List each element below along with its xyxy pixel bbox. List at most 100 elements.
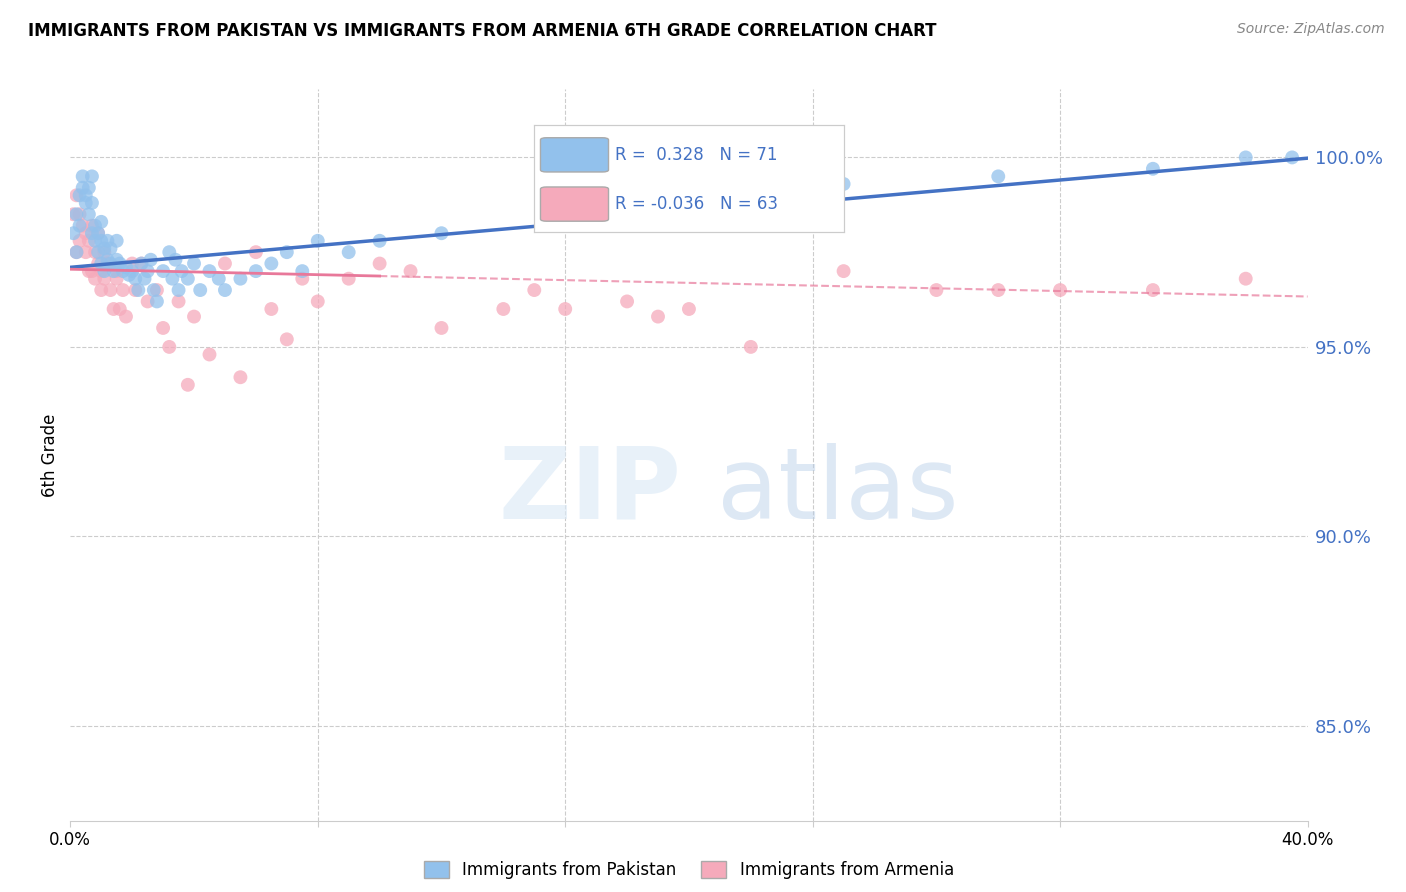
Text: Source: ZipAtlas.com: Source: ZipAtlas.com [1237, 22, 1385, 37]
Point [77, 207, 100, 221]
Point [142, 283, 165, 297]
Point [75, 226, 97, 240]
Point [337, 271, 360, 285]
Point [96, 252, 118, 267]
Point [118, 268, 141, 282]
Point [167, 283, 190, 297]
Point [103, 301, 125, 316]
Point [121, 264, 143, 278]
Point [111, 264, 134, 278]
Point [368, 256, 391, 270]
Point [276, 332, 298, 346]
Point [170, 264, 193, 278]
Point [291, 271, 314, 285]
Point [108, 256, 131, 270]
Point [1142, 283, 1164, 297]
Point [146, 283, 169, 297]
Point [90, 264, 112, 278]
Point [1234, 150, 1257, 164]
Point [177, 271, 200, 285]
Point [134, 271, 156, 285]
Point [214, 256, 236, 270]
Point [127, 283, 149, 297]
Point [80, 264, 103, 278]
Point [167, 294, 190, 309]
Point [65, 245, 87, 260]
Point [93, 245, 115, 260]
Point [198, 264, 221, 278]
Point [90, 234, 112, 248]
Point [65, 245, 87, 260]
Point [105, 234, 128, 248]
Text: IMMIGRANTS FROM PAKISTAN VS IMMIGRANTS FROM ARMENIA 6TH GRADE CORRELATION CHART: IMMIGRANTS FROM PAKISTAN VS IMMIGRANTS F… [28, 22, 936, 40]
Point [87, 226, 110, 240]
Point [337, 245, 360, 260]
Point [139, 252, 162, 267]
Point [152, 321, 174, 335]
Point [124, 271, 146, 285]
Point [131, 256, 153, 270]
Point [80, 226, 103, 240]
Point [430, 226, 453, 240]
Point [307, 234, 329, 248]
Point [368, 234, 391, 248]
FancyBboxPatch shape [540, 187, 609, 221]
Point [108, 301, 131, 316]
Point [430, 321, 453, 335]
Point [103, 264, 125, 278]
Point [96, 234, 118, 248]
Point [152, 264, 174, 278]
Point [87, 245, 110, 260]
Point [100, 256, 122, 270]
Point [245, 245, 267, 260]
Point [177, 377, 200, 392]
Point [69, 234, 91, 248]
Point [100, 283, 122, 297]
Point [115, 260, 138, 275]
Point [131, 256, 153, 270]
Point [616, 294, 638, 309]
Point [136, 264, 159, 278]
Point [291, 264, 314, 278]
Point [100, 241, 122, 255]
Point [115, 310, 138, 324]
Point [72, 169, 94, 184]
Point [183, 256, 205, 270]
Point [77, 264, 100, 278]
Point [136, 294, 159, 309]
Point [93, 264, 115, 278]
FancyBboxPatch shape [540, 137, 609, 172]
Point [69, 219, 91, 233]
Point [678, 301, 700, 316]
Legend: Immigrants from Pakistan, Immigrants from Armenia: Immigrants from Pakistan, Immigrants fro… [418, 854, 960, 886]
Point [492, 301, 515, 316]
Point [183, 310, 205, 324]
Point [90, 283, 112, 297]
Point [72, 219, 94, 233]
Point [229, 271, 252, 285]
Point [105, 252, 128, 267]
Point [1142, 161, 1164, 176]
Point [260, 256, 283, 270]
Point [96, 256, 118, 270]
Point [229, 370, 252, 384]
Point [75, 195, 97, 210]
Point [80, 169, 103, 184]
Text: ZIP: ZIP [499, 443, 682, 540]
Point [80, 219, 103, 233]
Point [62, 207, 84, 221]
Point [832, 264, 855, 278]
Point [93, 241, 115, 255]
Point [87, 226, 110, 240]
Point [121, 256, 143, 270]
Point [399, 264, 422, 278]
Point [188, 283, 211, 297]
Point [80, 195, 103, 210]
Point [69, 188, 91, 202]
Point [523, 283, 546, 297]
Point [146, 294, 169, 309]
Point [65, 188, 87, 202]
Text: R = -0.036   N = 63: R = -0.036 N = 63 [614, 195, 778, 213]
Point [987, 283, 1010, 297]
Point [276, 245, 298, 260]
